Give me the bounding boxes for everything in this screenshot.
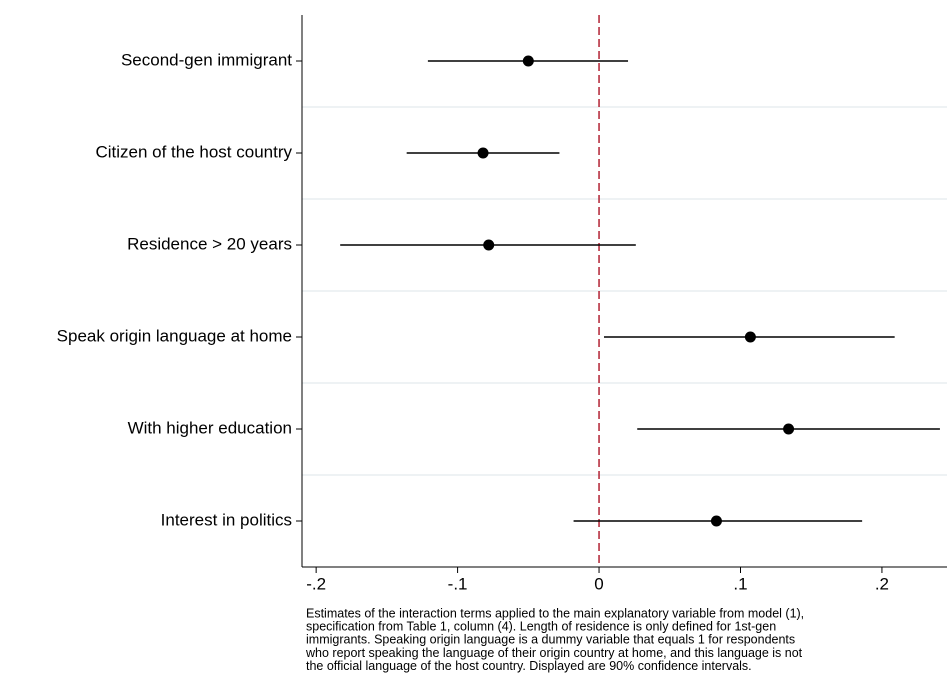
x-tick-label: 0 [594, 574, 603, 593]
note-line: who report speaking the language of thei… [305, 646, 803, 660]
y-tick-label: Citizen of the host country [95, 142, 292, 161]
y-tick-label: Residence > 20 years [127, 234, 292, 253]
x-tick-label: -.2 [306, 574, 326, 593]
x-tick-label: .2 [875, 574, 889, 593]
point-estimate [783, 423, 795, 435]
point-estimate [710, 515, 722, 527]
y-tick-label: With higher education [128, 418, 292, 437]
point-estimate [477, 147, 489, 159]
note-line: Estimates of the interaction terms appli… [306, 606, 804, 620]
y-tick-label: Interest in politics [161, 510, 292, 529]
x-tick-label: .1 [733, 574, 747, 593]
note-line: specification from Table 1, column (4). … [306, 619, 776, 633]
note-line: immigrants. Speaking origin language is … [306, 633, 795, 647]
x-tick-label: -.1 [448, 574, 468, 593]
note-line: the official language of the host countr… [306, 659, 752, 673]
y-tick-label: Second-gen immigrant [121, 50, 292, 69]
point-estimate [483, 239, 495, 251]
point-estimate [522, 55, 534, 67]
y-tick-label: Speak origin language at home [57, 326, 292, 345]
point-estimate [744, 331, 756, 343]
